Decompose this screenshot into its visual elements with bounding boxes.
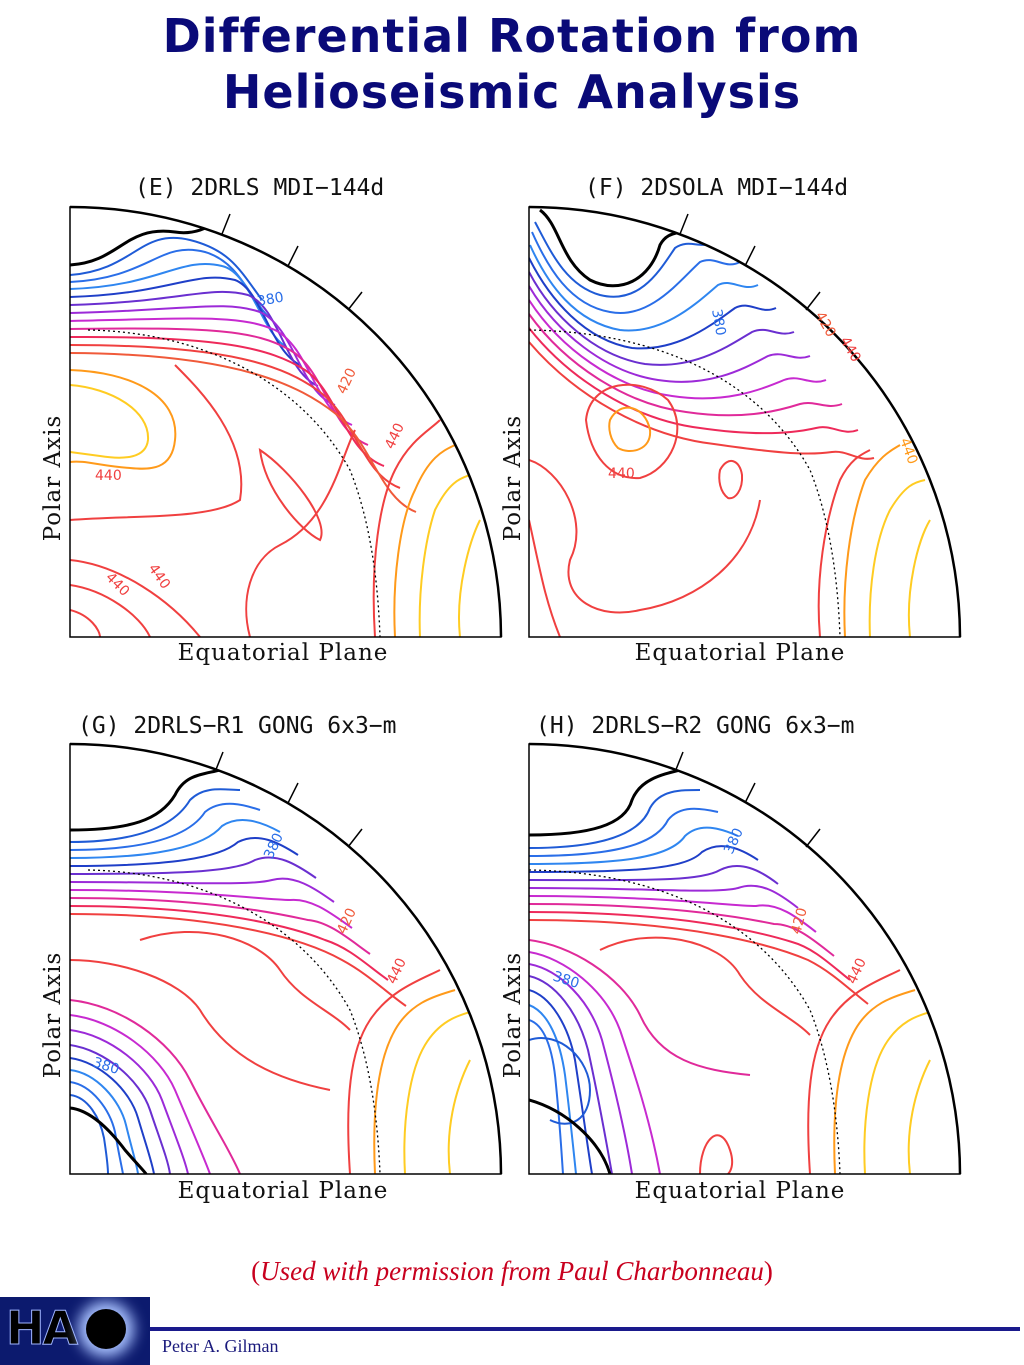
panel-f-label-380: 380	[708, 308, 728, 337]
panel-h-label-440: 440	[844, 956, 870, 987]
panel-g-x-label: Equatorial Plane	[178, 1178, 389, 1204]
panel-e-x-label: Equatorial Plane	[178, 640, 389, 666]
panel-h-x-label: Equatorial Plane	[635, 1178, 846, 1204]
footer-divider	[150, 1327, 1020, 1331]
panel-g-title: (G) 2DRLS−R1 GONG 6x3−m	[78, 713, 397, 739]
panel-f-label-440b: 440	[896, 436, 920, 467]
credit-open-paren: (	[251, 1256, 261, 1286]
panel-f-y-label: Polar Axis	[500, 415, 526, 542]
panel-g-y-label: Polar Axis	[40, 952, 66, 1079]
figure-grid: (E) 2DRLS MDI−144d	[40, 175, 962, 1204]
panel-e-label-420: 420	[334, 366, 360, 397]
panel-g-label-440: 440	[384, 956, 410, 987]
panel-h-y-label: Polar Axis	[500, 952, 526, 1079]
panel-e-label-380: 380	[256, 290, 285, 310]
panel-e-label-440a: 440	[382, 421, 408, 452]
panel-g-label-380b: 380	[91, 1055, 121, 1078]
panel-f: (F) 2DSOLA MDI−144d	[500, 175, 962, 666]
panel-f-title: (F) 2DSOLA MDI−144d	[585, 175, 848, 201]
panel-h-label-420: 420	[788, 906, 810, 936]
credit-line: (Used with permission from Paul Charbonn…	[0, 1256, 1024, 1287]
panel-e-y-label: Polar Axis	[40, 415, 66, 542]
credit-text: Used with permission from Paul Charbonne…	[260, 1256, 764, 1286]
panel-e-label-440b: 440	[95, 468, 122, 484]
panel-e-label-440c: 440	[102, 570, 132, 600]
panel-h: (H) 2DRLS−R2 GONG 6x3−m	[500, 713, 962, 1204]
panel-g: (G) 2DRLS−R1 GONG 6x3−m	[40, 713, 503, 1204]
panel-g-label-420: 420	[334, 906, 360, 937]
panel-f-label-440c: 440	[608, 466, 635, 482]
panel-e-title: (E) 2DRLS MDI−144d	[135, 175, 384, 201]
credit-close-paren: )	[763, 1256, 773, 1286]
panel-h-title: (H) 2DRLS−R2 GONG 6x3−m	[536, 713, 855, 739]
panel-h-label-380b: 380	[551, 969, 581, 992]
author-name: Peter A. Gilman	[162, 1336, 279, 1356]
panel-e: (E) 2DRLS MDI−144d	[40, 175, 503, 666]
title-line-2: Helioseismic Analysis	[222, 65, 802, 119]
title-line-1: Differential Rotation from	[162, 9, 862, 63]
logo-text: HA	[5, 1301, 78, 1356]
sun-icon	[86, 1309, 126, 1349]
page-title: Differential Rotation from Helioseismic …	[0, 8, 1024, 120]
hao-logo: HA	[0, 1297, 150, 1365]
panel-f-x-label: Equatorial Plane	[635, 640, 846, 666]
panel-e-label-440d: 440	[145, 561, 173, 592]
